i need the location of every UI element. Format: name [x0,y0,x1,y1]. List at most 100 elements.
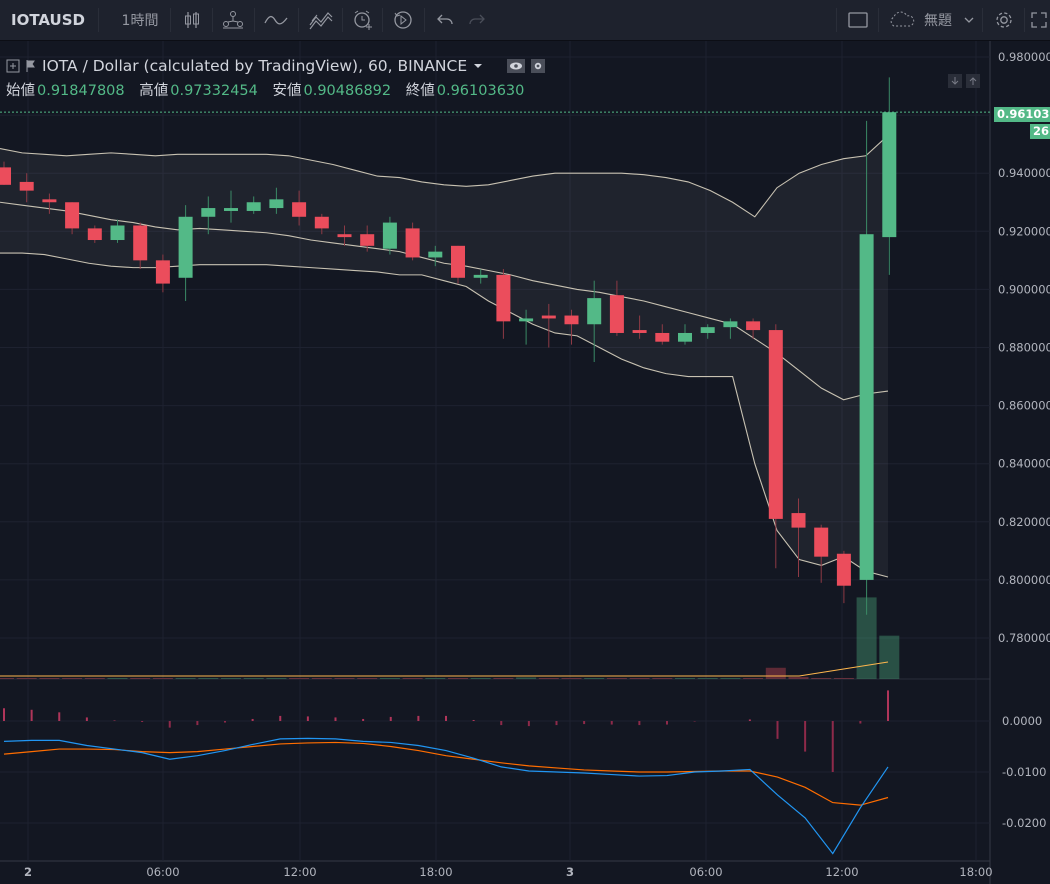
time-tick-label: 12:00 [283,865,316,879]
volume-bar [765,667,786,679]
volume-bar [16,677,37,679]
collapse-icon[interactable] [6,59,20,73]
candle-body [451,245,465,278]
candle-body [178,216,193,278]
open-value: 0.91847808 [37,83,125,99]
macd-signal-line [3,741,889,806]
volume-bar [879,635,900,679]
settings-icon[interactable] [986,0,1022,40]
candle-body [700,327,715,333]
gear-icon[interactable] [531,59,546,73]
volume-bar [39,677,60,679]
interval-button[interactable]: 1時間 [121,13,159,29]
bollinger-fill [0,135,888,577]
candle-body [224,208,238,211]
time-tick-label: 3 [566,865,574,879]
volume-bar [62,677,83,679]
candle-body [587,298,602,325]
candle-body [155,260,170,284]
eye-icon[interactable] [507,59,526,73]
candle-body [473,274,488,278]
candle-body [269,199,284,209]
undo-icon[interactable] [430,0,460,40]
volume-bar [84,677,105,679]
candle-body [382,222,397,249]
volume-bar [697,677,718,679]
candle-body [723,321,738,328]
top-toolbar: IOTAUSD 1時間 無題 [0,0,1050,41]
layout-name[interactable]: 無題 [924,13,952,29]
close-label: 終値 [405,83,435,99]
chevron-down-icon[interactable] [958,0,980,40]
volume-bar [584,677,605,679]
candle-body [0,167,11,185]
toolbar-divider [424,8,425,32]
fullscreen-icon[interactable] [840,0,876,40]
compare-icon[interactable] [256,0,296,40]
low-label: 安値 [272,83,302,99]
volume-bar [720,677,741,679]
alert-icon[interactable] [344,0,382,40]
time-tick-label: 2 [24,865,32,879]
candle-body [882,112,897,238]
time-tick-label: 12:00 [825,865,858,879]
candle-body [496,274,511,322]
indicators-icon[interactable] [214,0,252,40]
candle-body [609,295,624,333]
templates-icon[interactable] [300,0,342,40]
bollinger-middle-line [0,201,889,401]
toolbar-divider [298,8,299,32]
expand-icon[interactable] [1028,0,1050,40]
candle-body [678,332,692,342]
volume-bar [152,677,173,679]
volume-bar [606,677,627,679]
price-tick-label: 0.7800000 [998,631,1050,645]
candle-body [814,527,829,557]
arrow-down-icon[interactable] [948,74,962,88]
last-price-label: 0.961036 [994,107,1050,122]
time-tick-label: 18:00 [419,865,452,879]
candle-body [428,251,443,258]
candle-body [746,321,761,331]
replay-icon[interactable] [384,0,422,40]
macd-pane [3,690,889,855]
volume-bar [743,677,764,679]
volume-bar [289,677,310,679]
candle-body [791,513,806,528]
candle-body [768,330,783,519]
open-label: 始値 [6,83,35,99]
symbol-search-button[interactable]: IOTAUSD [11,11,85,29]
flag-icon[interactable] [26,59,36,73]
toolbar-divider [254,8,255,32]
candle-body [65,202,80,229]
chart-canvas[interactable]: 0.98000000.96000000.94000000.92000000.90… [0,41,1050,884]
toolbar-divider [98,8,99,32]
macd-tick-label: 0.0000 [1002,714,1042,728]
candle-body [42,199,57,203]
arrow-up-icon[interactable] [966,74,980,88]
legend-title: IOTA / Dollar (calculated by TradingView… [6,56,546,76]
caret-down-icon[interactable] [473,63,483,69]
candles-icon[interactable] [174,0,210,40]
toolbar-divider [836,8,837,32]
volume-bar [425,677,446,679]
series-title[interactable]: IOTA / Dollar (calculated by TradingView… [42,57,468,75]
volume-bar [675,677,695,679]
candle-body [541,315,556,319]
volume-bar [221,677,241,679]
high-label: 高値 [139,83,169,99]
time-tick-label: 06:00 [689,865,722,879]
volume-bar [629,677,650,679]
volume-bar [130,677,151,679]
candle-body [405,228,420,258]
candle-body [337,234,352,238]
volume-bar [788,676,809,679]
candle-body [292,202,307,217]
volume-bar [198,677,219,679]
redo-icon[interactable] [462,0,492,40]
volume-bar [516,677,537,679]
